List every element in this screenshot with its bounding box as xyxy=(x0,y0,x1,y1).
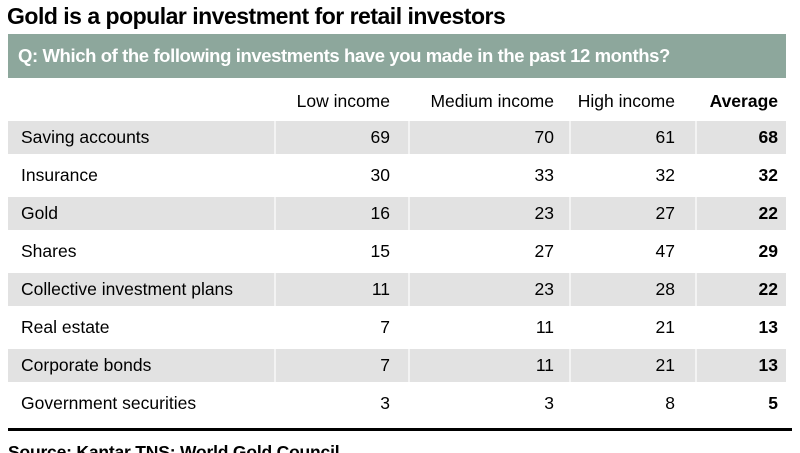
cell-high-income: 32 xyxy=(655,165,675,185)
cell-average: 13 xyxy=(695,349,786,382)
cell-average: 68 xyxy=(695,121,786,154)
cell-average: 32 xyxy=(758,165,778,185)
cell-high-income: 8 xyxy=(665,393,675,413)
table-row: Gold 16 23 27 22 xyxy=(8,197,786,230)
cell-low-income: 11 xyxy=(274,273,408,306)
cell-medium-income: 11 xyxy=(535,317,554,337)
cell-average: 22 xyxy=(695,197,786,230)
table-row: Collective investment plans 11 23 28 22 xyxy=(8,273,786,306)
row-label: Insurance xyxy=(21,165,98,185)
cell-medium-income: 27 xyxy=(534,241,554,261)
divider-rule xyxy=(8,428,792,431)
cell-average: 13 xyxy=(758,317,778,337)
cell-average: 22 xyxy=(695,273,786,306)
cell-low-income: 3 xyxy=(380,393,390,413)
cell-low-income: 16 xyxy=(274,197,408,230)
cell-high-income: 61 xyxy=(569,121,695,154)
table-row: Real estate 7 11 21 13 xyxy=(8,311,786,344)
cell-low-income: 30 xyxy=(370,165,390,185)
row-label: Saving accounts xyxy=(21,127,150,147)
cell-average: 29 xyxy=(758,241,778,261)
cell-high-income: 47 xyxy=(655,241,675,261)
cell-high-income: 28 xyxy=(569,273,695,306)
header-cell-high-income: High income xyxy=(577,90,675,111)
page-title: Gold is a popular investment for retail … xyxy=(7,3,506,29)
investments-table: Low income Medium income High income Ave… xyxy=(8,86,786,420)
header-cell-medium-income: Medium income xyxy=(430,90,554,111)
cell-medium-income: 70 xyxy=(408,121,569,154)
cell-low-income: 15 xyxy=(370,241,390,261)
table-row: Government securities 3 3 8 5 xyxy=(8,387,786,420)
row-label: Gold xyxy=(21,203,58,223)
cell-average: 5 xyxy=(768,393,778,413)
question-banner: Q: Which of the following investments ha… xyxy=(8,34,786,78)
cell-high-income: 21 xyxy=(569,349,695,382)
row-label: Shares xyxy=(21,241,77,261)
cell-medium-income: 33 xyxy=(534,165,554,185)
source-note: Source: Kantar TNS; World Gold Council xyxy=(8,442,340,453)
cell-high-income: 21 xyxy=(655,317,675,337)
cell-low-income: 7 xyxy=(274,349,408,382)
row-label: Real estate xyxy=(21,317,110,337)
cell-medium-income: 23 xyxy=(408,273,569,306)
row-label: Collective investment plans xyxy=(21,279,234,299)
header-cell-empty xyxy=(8,86,274,116)
table-row: Corporate bonds 7 11 21 13 xyxy=(8,349,786,382)
header-cell-low-income: Low income xyxy=(296,90,390,111)
cell-medium-income: 23 xyxy=(408,197,569,230)
table-row: Insurance 30 33 32 32 xyxy=(8,159,786,192)
table-row: Saving accounts 69 70 61 68 xyxy=(8,121,786,154)
cell-low-income: 69 xyxy=(274,121,408,154)
row-label: Government securities xyxy=(21,393,197,413)
row-label: Corporate bonds xyxy=(21,355,152,375)
cell-high-income: 27 xyxy=(569,197,695,230)
table-row: Shares 15 27 47 29 xyxy=(8,235,786,268)
cell-medium-income: 11 xyxy=(408,349,569,382)
question-text: Q: Which of the following investments ha… xyxy=(18,45,670,66)
table-header-row: Low income Medium income High income Ave… xyxy=(8,86,786,116)
header-cell-average: Average xyxy=(709,90,778,111)
cell-low-income: 7 xyxy=(380,317,390,337)
cell-medium-income: 3 xyxy=(544,393,554,413)
